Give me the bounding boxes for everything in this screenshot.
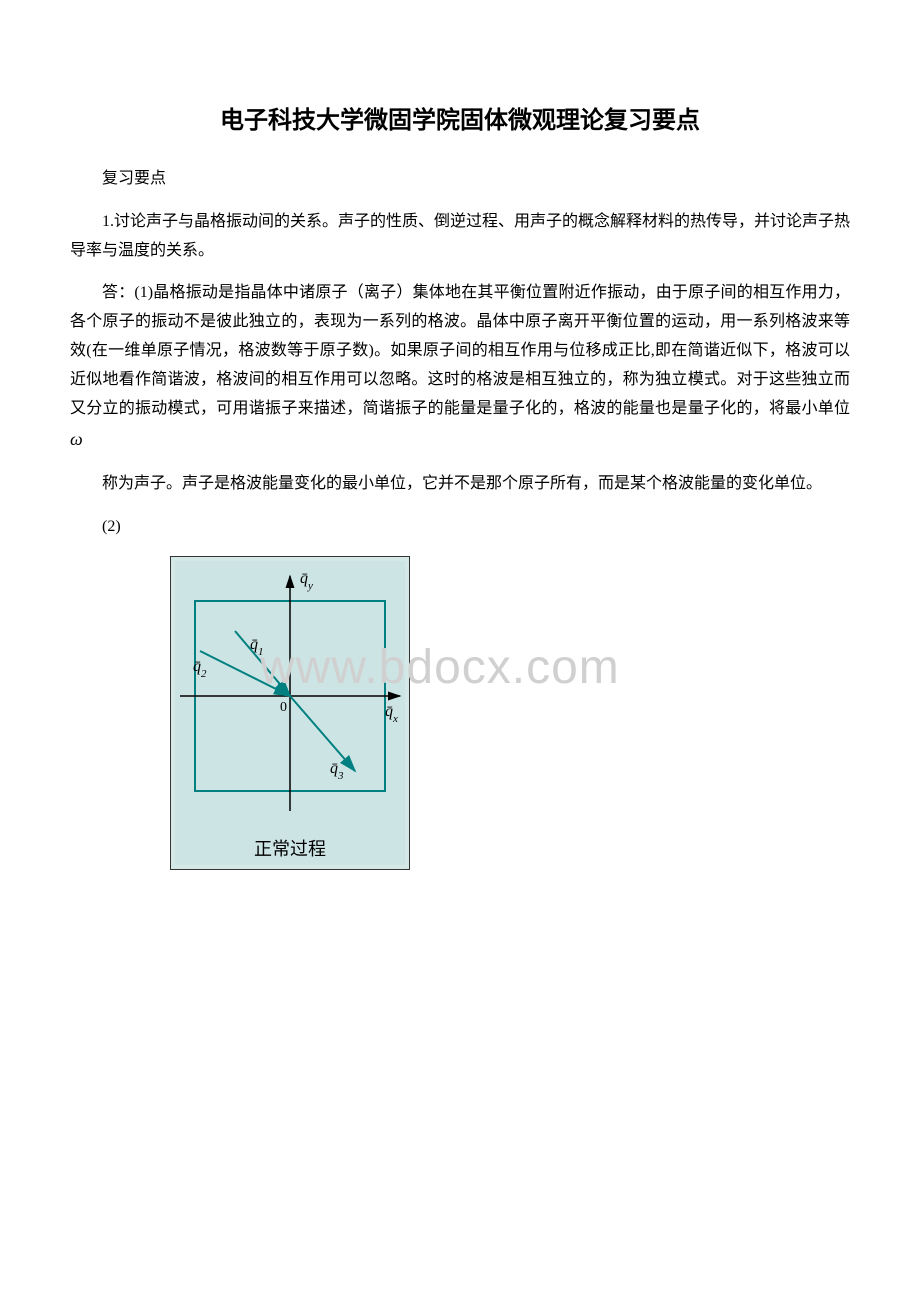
paragraph-question-1: 1.讨论声子与晶格振动间的关系。声子的性质、倒逆过程、用声子的概念解释材料的热传… (70, 208, 850, 266)
diagram-svg: q̄yq̄x0q̄1q̄2q̄3 (175, 561, 405, 831)
svg-text:0: 0 (280, 700, 287, 715)
document-title: 电子科技大学微固学院固体微观理论复习要点 (70, 100, 850, 135)
paragraph-section-2: (2) (70, 513, 850, 542)
paragraph-phonon-def: 称为声子。声子是格波能量变化的最小单位，它并不是那个原子所有，而是某个格波能量的… (70, 470, 850, 499)
figure-container: q̄yq̄x0q̄1q̄2q̄3 正常过程 (170, 556, 850, 870)
omega-symbol: ω (70, 429, 83, 449)
normal-process-diagram: q̄yq̄x0q̄1q̄2q̄3 正常过程 (170, 556, 410, 870)
paragraph-answer-1: 答：(1)晶格振动是指晶体中诸原子（离子）集体地在其平衡位置附近作振动，由于原子… (70, 279, 850, 456)
answer-text-prefix: 答：(1)晶格振动是指晶体中诸原子（离子）集体地在其平衡位置附近作振动，由于原子… (70, 284, 850, 416)
figure-caption: 正常过程 (175, 831, 405, 865)
paragraph-review-points: 复习要点 (70, 165, 850, 194)
